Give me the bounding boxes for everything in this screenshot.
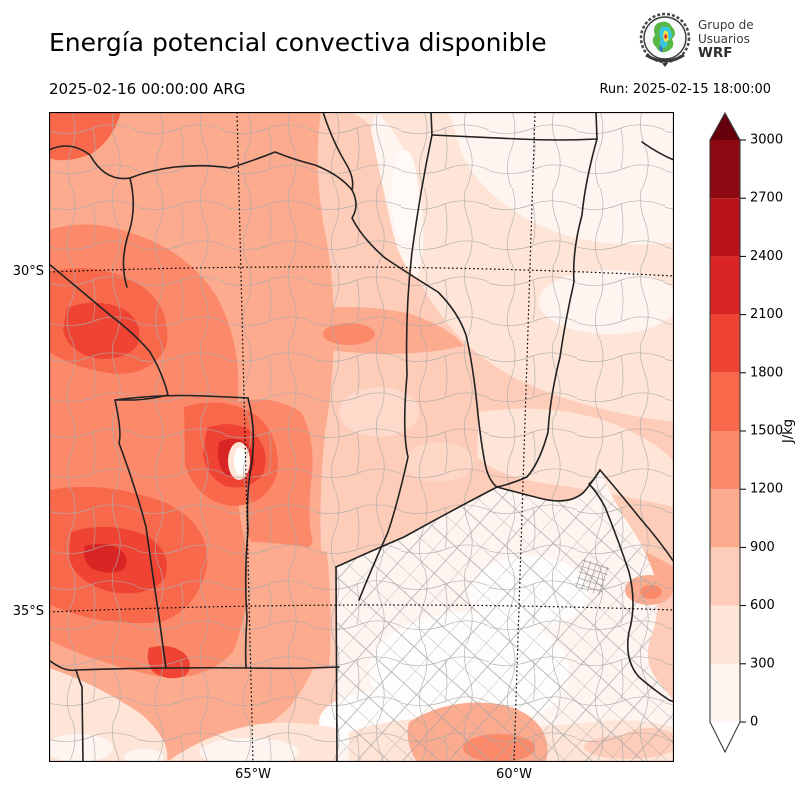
- valid-time-label: 2025-02-16 00:00:00 ARG: [49, 80, 246, 98]
- colorbar-ticks: [740, 139, 746, 723]
- province-boundaries: [49, 112, 674, 762]
- lat-label-35s: 35°S: [12, 604, 44, 619]
- run-time-label: Run: 2025-02-15 18:00:00: [599, 82, 771, 97]
- colorbar-segment: [710, 256, 740, 315]
- lon-label-60w: 60°W: [496, 767, 532, 782]
- colorbar-segments: [710, 140, 740, 722]
- colorbar-tick-labels: 3000 2700 2400 2100 1800 1500 1200 900 6…: [750, 133, 783, 730]
- wrf-users-group-logo: Grupo de Usuarios WRF: [638, 11, 798, 71]
- colorbar-tick-label: 900: [750, 540, 775, 555]
- colorbar-tick-label: 2400: [750, 249, 783, 264]
- colorbar-segment: [710, 605, 740, 664]
- colorbar-segment: [710, 314, 740, 373]
- colorbar-segment: [710, 198, 740, 257]
- lat-label-30s: 30°S: [12, 264, 44, 279]
- colorbar-segment: [710, 431, 740, 490]
- globe-emblem-icon: [639, 12, 691, 67]
- county-boundaries: [49, 112, 674, 762]
- logo-text-line3: WRF: [698, 45, 733, 61]
- cape-map: [49, 112, 674, 762]
- colorbar-tick-label: 2700: [750, 191, 783, 206]
- colorbar-segment: [710, 663, 740, 722]
- colorbar-segment: [710, 372, 740, 431]
- colorbar-tick-label: 1500: [750, 424, 783, 439]
- colorbar-segment: [710, 140, 740, 199]
- colorbar-segment: [710, 547, 740, 606]
- lon-label-65w: 65°W: [235, 767, 271, 782]
- colorbar-under-arrow: [710, 722, 740, 752]
- logo-text-line1: Grupo de: [698, 18, 754, 32]
- figure-title: Energía potencial convectiva disponible: [49, 28, 547, 57]
- gridlines: [49, 112, 674, 762]
- map-border: [49, 112, 674, 762]
- logo-text-line2: Usuarios: [698, 32, 750, 46]
- colorbar-tick-label: 1800: [750, 365, 783, 380]
- colorbar-tick-label: 0: [750, 715, 758, 730]
- colorbar-over-arrow: [710, 113, 740, 140]
- amba-cluster: [575, 558, 610, 596]
- colorbar-segment: [710, 489, 740, 548]
- colorbar-unit-label: J/kg: [781, 419, 796, 444]
- colorbar-tick-label: 2100: [750, 307, 783, 322]
- colorbar-tick-label: 600: [750, 598, 775, 613]
- colorbar: 3000 2700 2400 2100 1800 1500 1200 900 6…: [700, 105, 800, 795]
- colorbar-tick-label: 1200: [750, 482, 783, 497]
- colorbar-tick-label: 300: [750, 656, 775, 671]
- colorbar-tick-label: 3000: [750, 133, 783, 148]
